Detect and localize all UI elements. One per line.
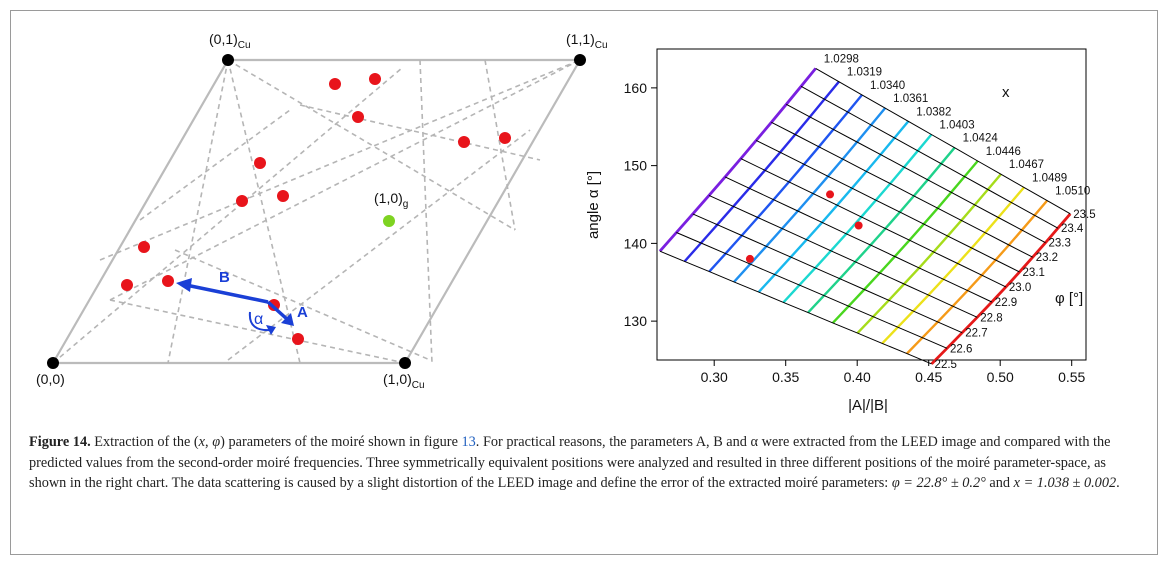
phi-curve-label: 23.0 bbox=[1009, 282, 1031, 294]
phi-curve-label: 23.5 bbox=[1073, 209, 1095, 221]
x-result: x = 1.038 ± 0.002 bbox=[1013, 475, 1117, 491]
y-tick-label: 160 bbox=[624, 80, 648, 96]
phi-result: φ = 22.8° ± 0.2° bbox=[891, 475, 986, 491]
phi-curve bbox=[676, 232, 948, 349]
lattice-corners bbox=[47, 54, 586, 369]
figure-label: Figure 14. bbox=[29, 434, 91, 450]
phi-curve bbox=[740, 158, 1007, 288]
phi-curve-label: 23.3 bbox=[1048, 238, 1070, 250]
x-tick-label: 0.40 bbox=[844, 369, 871, 385]
x-tick-label: 0.55 bbox=[1058, 369, 1085, 385]
x-curve-label: 1.0298 bbox=[824, 53, 859, 65]
x-curves bbox=[658, 67, 1072, 365]
phi-curve bbox=[724, 176, 993, 303]
x-curve bbox=[733, 107, 887, 283]
x-curve-label: 1.0361 bbox=[893, 93, 928, 105]
phi-curve bbox=[815, 67, 1071, 215]
leed-diagram: B A α (0,0) (1,0)Cu (0,1)Cu (1,1)Cu (1,0… bbox=[36, 31, 608, 391]
x-curve-label: 1.0510 bbox=[1055, 186, 1090, 198]
x-curve bbox=[881, 186, 1025, 345]
x-tick-label: 0.35 bbox=[772, 369, 799, 385]
plot-frame bbox=[656, 48, 1087, 361]
data-points bbox=[745, 190, 863, 263]
phi-curve bbox=[786, 103, 1046, 244]
x-curve-label: 1.0382 bbox=[916, 106, 951, 118]
x-curve-label: 1.0319 bbox=[847, 67, 882, 79]
parameter-chart: 1.02981.03191.03401.03611.03821.04031.04… bbox=[585, 48, 1096, 414]
phi-curve-label: 23.4 bbox=[1061, 223, 1084, 235]
x-tick-label: 0.30 bbox=[701, 369, 728, 385]
y-axis-ticks: 130 140 150 160 bbox=[624, 80, 657, 329]
phi-curve bbox=[771, 121, 1033, 258]
y-tick-label: 150 bbox=[624, 158, 648, 174]
phi-curve bbox=[755, 139, 1020, 273]
figure-caption: Figure 14. Extraction of the (x, φ) para… bbox=[29, 434, 1120, 491]
x-curve-label: 1.0467 bbox=[1009, 159, 1044, 171]
y-axis-label: angle α [°] bbox=[585, 171, 602, 239]
phi-curve bbox=[659, 250, 932, 365]
phi-curve bbox=[708, 194, 978, 318]
graphene-label: (1,0)g bbox=[374, 190, 408, 210]
x-curve bbox=[708, 94, 863, 273]
alpha-label: α bbox=[254, 311, 263, 328]
phi-curve-label: 23.1 bbox=[1023, 267, 1045, 279]
figure-graphics: B A α (0,0) (1,0)Cu (0,1)Cu (1,1)Cu (1,0… bbox=[36, 31, 1096, 414]
x-curve-label: 1.0340 bbox=[870, 80, 905, 92]
vector-a-label: A bbox=[297, 304, 308, 321]
phi-curve-labels: 22.5 22.6 22.7 22.8 22.9 23.0 23.1 23.2 23.3 23.4… bbox=[935, 209, 1096, 371]
data-point bbox=[826, 190, 835, 199]
vector-b-label: B bbox=[219, 269, 230, 286]
phi-curves bbox=[659, 67, 1071, 365]
vector-arrows bbox=[185, 283, 290, 332]
moire-grid bbox=[52, 59, 581, 364]
x-tick-label: 0.50 bbox=[987, 369, 1014, 385]
x-axis-label: |A|/|B| bbox=[848, 397, 888, 414]
phi-curve-label: 23.2 bbox=[1036, 252, 1058, 264]
x-tick-label: 0.45 bbox=[915, 369, 942, 385]
x-curve-label: 1.0424 bbox=[963, 133, 999, 145]
corner-label-origin: (0,0) bbox=[36, 371, 65, 387]
data-point bbox=[745, 254, 754, 263]
moire-spots bbox=[121, 73, 511, 345]
x-curve-label: 1.0403 bbox=[939, 120, 974, 132]
phi-curve-label: 22.8 bbox=[980, 312, 1002, 324]
x-curve-label: 1.0489 bbox=[1032, 172, 1067, 184]
x-axis-ticks: 0.30 0.35 0.40 0.45 0.50 0.55 bbox=[701, 360, 1086, 385]
x-curve-label: 1.0446 bbox=[986, 146, 1021, 158]
phi-curve bbox=[692, 213, 963, 334]
lattice-cell bbox=[51, 58, 582, 365]
corner-label-11: (1,1)Cu bbox=[566, 31, 608, 51]
phi-curve bbox=[800, 85, 1059, 229]
figure-reference-link[interactable]: 13 bbox=[461, 434, 476, 450]
corner-label-10: (1,0)Cu bbox=[383, 371, 425, 391]
phi-param-label: φ [°] bbox=[1055, 290, 1083, 307]
phi-curve-label: 22.6 bbox=[950, 343, 972, 355]
y-tick-label: 130 bbox=[624, 313, 648, 329]
data-point bbox=[854, 221, 863, 230]
phi-curve-label: 22.7 bbox=[965, 328, 987, 340]
x-param-label: x bbox=[1002, 84, 1010, 101]
x-curve bbox=[683, 80, 840, 263]
corner-label-01: (0,1)Cu bbox=[209, 31, 251, 51]
figure-frame bbox=[10, 10, 1158, 555]
x-curve-labels: 1.02981.03191.03401.03611.03821.04031.04… bbox=[824, 53, 1091, 197]
x-curve bbox=[930, 212, 1072, 365]
x-curve bbox=[658, 67, 817, 253]
phi-curve-label: 22.5 bbox=[935, 359, 957, 371]
graphene-spot bbox=[383, 215, 395, 227]
phi-curve-label: 22.9 bbox=[995, 297, 1017, 309]
y-tick-label: 140 bbox=[624, 235, 648, 251]
